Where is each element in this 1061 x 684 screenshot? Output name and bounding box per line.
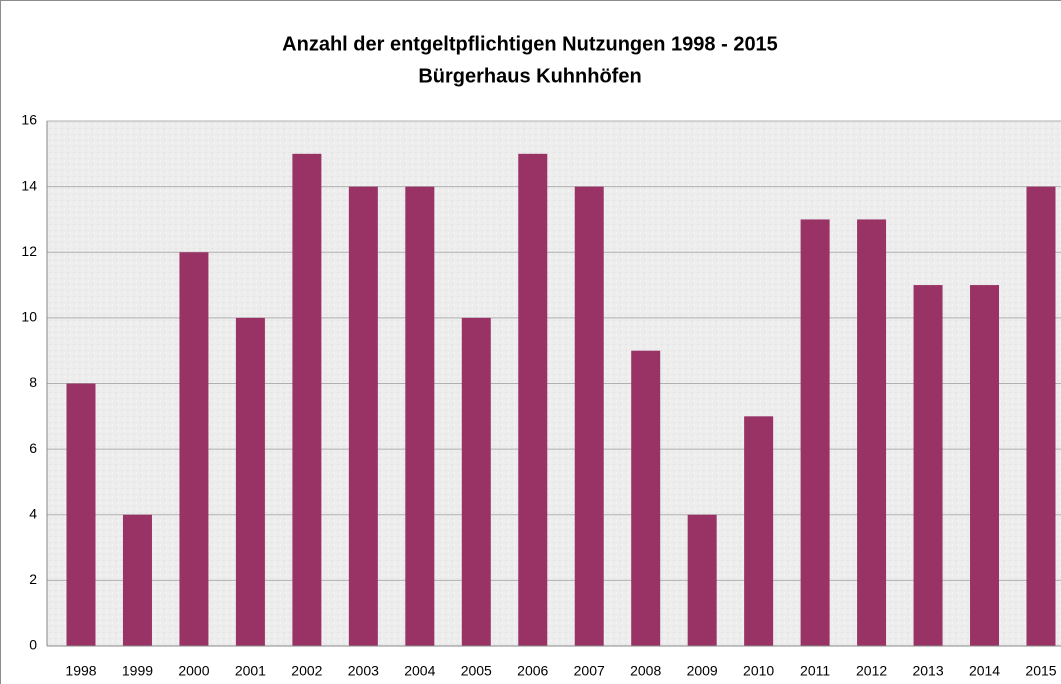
- bar: [179, 252, 209, 646]
- x-tick-label: 2004: [404, 663, 435, 679]
- x-tick-label: 2013: [912, 663, 943, 679]
- x-tick-label: 2007: [574, 663, 605, 679]
- y-tick-label: 6: [29, 440, 37, 456]
- y-tick-label: 12: [21, 243, 37, 259]
- x-tick-label: 2005: [461, 663, 492, 679]
- y-tick-label: 4: [29, 505, 37, 521]
- bar: [574, 186, 604, 646]
- bar: [292, 153, 322, 646]
- bar: [800, 219, 830, 646]
- bar: [913, 285, 943, 646]
- y-tick-label: 0: [29, 637, 37, 653]
- chart-title: Anzahl der entgeltpflichtigen Nutzungen …: [282, 33, 778, 55]
- bar: [857, 219, 887, 646]
- x-tick-label: 2014: [969, 663, 1000, 679]
- x-tick-label: 2000: [178, 663, 209, 679]
- x-tick-label: 2001: [235, 663, 266, 679]
- x-tick-label: 2012: [856, 663, 887, 679]
- x-tick-label: 2003: [348, 663, 379, 679]
- y-tick-label: 2: [29, 571, 37, 587]
- y-tick-label: 16: [21, 112, 37, 128]
- bar: [348, 186, 378, 646]
- x-tick-label: 2011: [800, 663, 830, 679]
- y-tick-label: 14: [21, 177, 37, 193]
- bar: [744, 416, 774, 646]
- x-tick-label: 2015: [1025, 663, 1056, 679]
- x-tick-label: 1999: [122, 663, 153, 679]
- bar: [235, 317, 265, 646]
- bar: [631, 350, 661, 646]
- bar: [66, 383, 96, 646]
- bar: [687, 514, 717, 646]
- chart-subtitle: Bürgerhaus Kuhnhöfen: [418, 65, 641, 87]
- bar: [1026, 186, 1056, 646]
- bar: [461, 317, 491, 646]
- x-tick-label: 2009: [687, 663, 718, 679]
- x-tick-label: 2008: [630, 663, 661, 679]
- bar: [122, 514, 152, 646]
- x-tick-label: 1998: [65, 663, 96, 679]
- bar: [518, 153, 548, 646]
- y-tick-label: 10: [21, 309, 37, 325]
- y-tick-label: 8: [29, 374, 37, 390]
- x-tick-label: 2002: [291, 663, 322, 679]
- x-tick-label: 2006: [517, 663, 548, 679]
- bar: [970, 285, 1000, 646]
- bar: [405, 186, 435, 646]
- x-tick-label: 2010: [743, 663, 774, 679]
